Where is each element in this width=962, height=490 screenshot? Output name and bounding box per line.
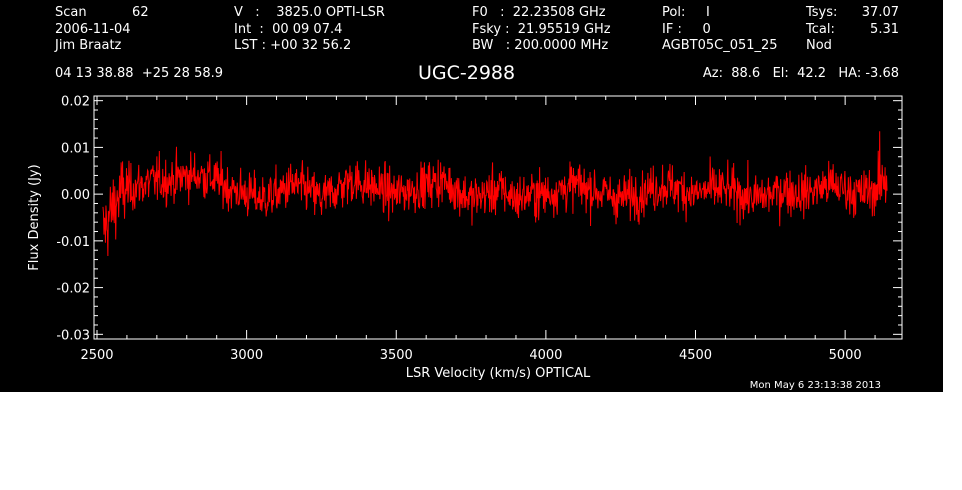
x-tick-label: 3000: [230, 348, 263, 363]
header-tsys-value: 37.07: [861, 5, 899, 20]
header-integration-line: Int : 00 09 07.4: [234, 22, 343, 37]
header-bw-line: BW : 200.0000 MHz: [472, 38, 609, 53]
spectrum-trace: [102, 131, 888, 257]
y-tick-label: 0.01: [61, 141, 90, 156]
y-tick-label: 0.00: [61, 188, 90, 203]
axes-frame: [93, 95, 903, 340]
spectrum-trace-group: [102, 131, 888, 257]
y-tick-label: 0.02: [61, 95, 90, 110]
header-coordinates: 04 13 38.88 +25 28 58.9: [55, 66, 224, 81]
y-tick-label: -0.03: [56, 328, 90, 343]
header-tsys-label: Tsys:: [806, 5, 838, 20]
x-tick-label: 4000: [529, 348, 562, 363]
header-fsky-line: Fsky : 21.95519 GHz: [472, 22, 611, 37]
x-tick-label: 3500: [380, 348, 413, 363]
header-observer-line: Jim Braatz: [55, 38, 122, 53]
y-tick-label: -0.02: [56, 282, 90, 297]
header-tcal-label: Tcal:: [806, 22, 835, 37]
header-tcal-value: 5.31: [870, 22, 899, 37]
header-pointing: Az: 88.6 El: 42.2 HA: -3.68: [702, 66, 899, 81]
header-scan-line: Scan 62: [55, 5, 149, 20]
x-axis-title: LSR Velocity (km/s) OPTICAL: [406, 366, 591, 381]
header-date-line: 2006-11-04: [55, 22, 131, 37]
y-axis-title: Flux Density (Jy): [27, 164, 42, 270]
source-title: UGC-2988: [418, 62, 516, 84]
header-project-line: AGBT05C_051_25: [662, 38, 778, 53]
x-tick-labels: 2500 3000 3500 4000 4500 5000: [80, 348, 861, 363]
x-tick-label: 4500: [679, 348, 712, 363]
header-if-line: IF : 0: [662, 22, 711, 37]
y-tick-label: -0.01: [56, 235, 90, 250]
header-pol-line: Pol: I: [662, 5, 710, 20]
header-lst-line: LST : +00 32 56.2: [234, 38, 352, 53]
plot-timestamp: Mon May 6 23:13:38 2013: [749, 380, 881, 391]
header-nod-label: Nod: [806, 38, 832, 53]
tick-marks: [94, 96, 902, 339]
header-velocity-line: V : 3825.0 OPTI-LSR: [234, 5, 385, 20]
x-tick-label: 2500: [80, 348, 113, 363]
x-tick-label: 5000: [829, 348, 862, 363]
spectrum-plot: 2500 3000 3500 4000 4500 5000 -0.03 -0.02 -0.01…: [27, 95, 903, 381]
header-f0-line: F0 : 22.23508 GHz: [472, 5, 606, 20]
plot-panel: Scan 62 2006-11-04 Jim Braatz V : 3825.0…: [0, 0, 943, 392]
y-tick-labels: -0.03 -0.02 -0.01 0.00 0.01 0.02: [56, 95, 90, 344]
